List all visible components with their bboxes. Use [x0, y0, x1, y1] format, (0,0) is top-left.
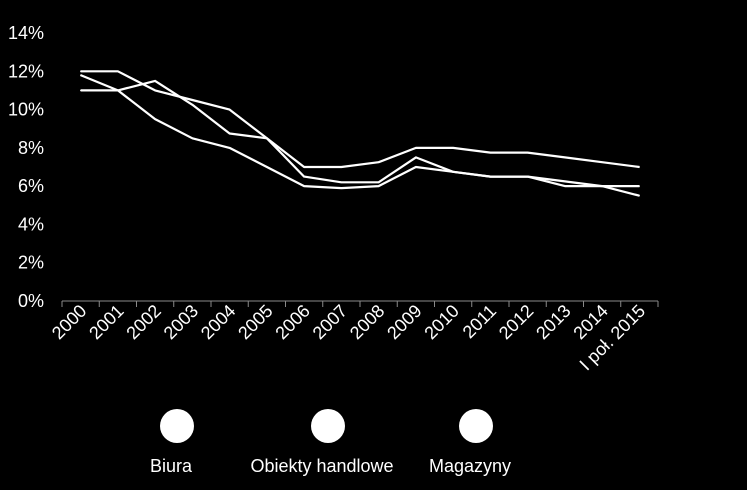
data-point [378, 161, 380, 163]
data-point [415, 166, 417, 168]
series-line-0 [80, 74, 640, 190]
data-point [378, 181, 380, 183]
data-point [229, 108, 231, 111]
data-point [601, 161, 603, 163]
data-point [303, 166, 305, 168]
x-tick-label: 2011 [459, 301, 501, 343]
x-axis: 2000200120022003200420052006200720082009… [48, 300, 659, 374]
data-point [117, 89, 119, 92]
data-point [229, 132, 231, 135]
y-tick-label: 8% [18, 138, 44, 158]
data-point [415, 147, 417, 149]
y-tick-label: 10% [8, 100, 44, 120]
data-point [564, 180, 566, 182]
legend-label: Obiekty handlowe [250, 456, 393, 476]
legend-marker [160, 409, 194, 443]
x-tick-label: 2013 [532, 301, 574, 343]
data-point [266, 137, 268, 139]
x-tick-label: 2000 [48, 301, 90, 343]
data-point [601, 185, 603, 187]
x-tick-label: 2007 [309, 301, 351, 343]
data-point [154, 118, 156, 120]
x-tick-label: 2004 [197, 301, 239, 343]
data-point [452, 147, 454, 149]
data-point [266, 166, 268, 168]
data-point [80, 89, 82, 92]
y-tick-label: 2% [18, 253, 44, 273]
data-point [191, 137, 193, 139]
x-tick-label: 2009 [383, 301, 425, 343]
data-point [564, 156, 566, 159]
x-tick-label: 2008 [346, 301, 388, 343]
legend: Biura Obiekty handlowe Magazyny [150, 409, 511, 476]
y-tick-label: 4% [18, 214, 44, 234]
data-point [415, 156, 417, 159]
data-point [191, 104, 193, 106]
legend-marker [459, 409, 493, 443]
y-tick-label: 6% [18, 176, 44, 196]
data-point [303, 175, 305, 178]
x-tick-label: 2012 [495, 301, 537, 343]
data-point [80, 70, 82, 72]
data-point [527, 152, 529, 154]
data-point [229, 147, 231, 149]
x-tick-label: 2006 [271, 301, 313, 343]
data-point [80, 74, 82, 76]
y-tick-label: 12% [8, 61, 44, 81]
series-line-2 [80, 70, 640, 169]
data-point [452, 171, 454, 173]
data-point [340, 187, 342, 189]
y-axis: 0% 2% 4% 6% 8% 10% 12% 14% [8, 23, 44, 311]
legend-label: Biura [150, 456, 193, 476]
data-point [527, 175, 529, 178]
data-point [154, 80, 156, 82]
data-point [489, 152, 491, 154]
data-point [638, 166, 640, 168]
data-point [191, 99, 193, 101]
data-point [638, 185, 640, 187]
data-point [340, 166, 342, 168]
x-tick-label: 2003 [160, 301, 202, 343]
data-point [564, 185, 566, 187]
data-point [378, 185, 380, 187]
data-point [117, 70, 119, 72]
series-lines [80, 70, 640, 197]
data-point [489, 175, 491, 178]
x-tick-label: 2010 [420, 301, 462, 343]
data-point [303, 185, 305, 187]
legend-label: Magazyny [429, 456, 511, 476]
series-line-1 [80, 79, 640, 197]
data-point [154, 89, 156, 92]
legend-marker [311, 409, 345, 443]
data-point [340, 181, 342, 183]
y-tick-label: 0% [18, 291, 44, 311]
y-tick-label: 14% [8, 23, 44, 43]
x-tick-label: 2002 [122, 301, 164, 343]
data-point [638, 195, 640, 197]
x-tick-label: 2001 [85, 301, 127, 343]
x-tick-label: 2005 [234, 301, 276, 343]
